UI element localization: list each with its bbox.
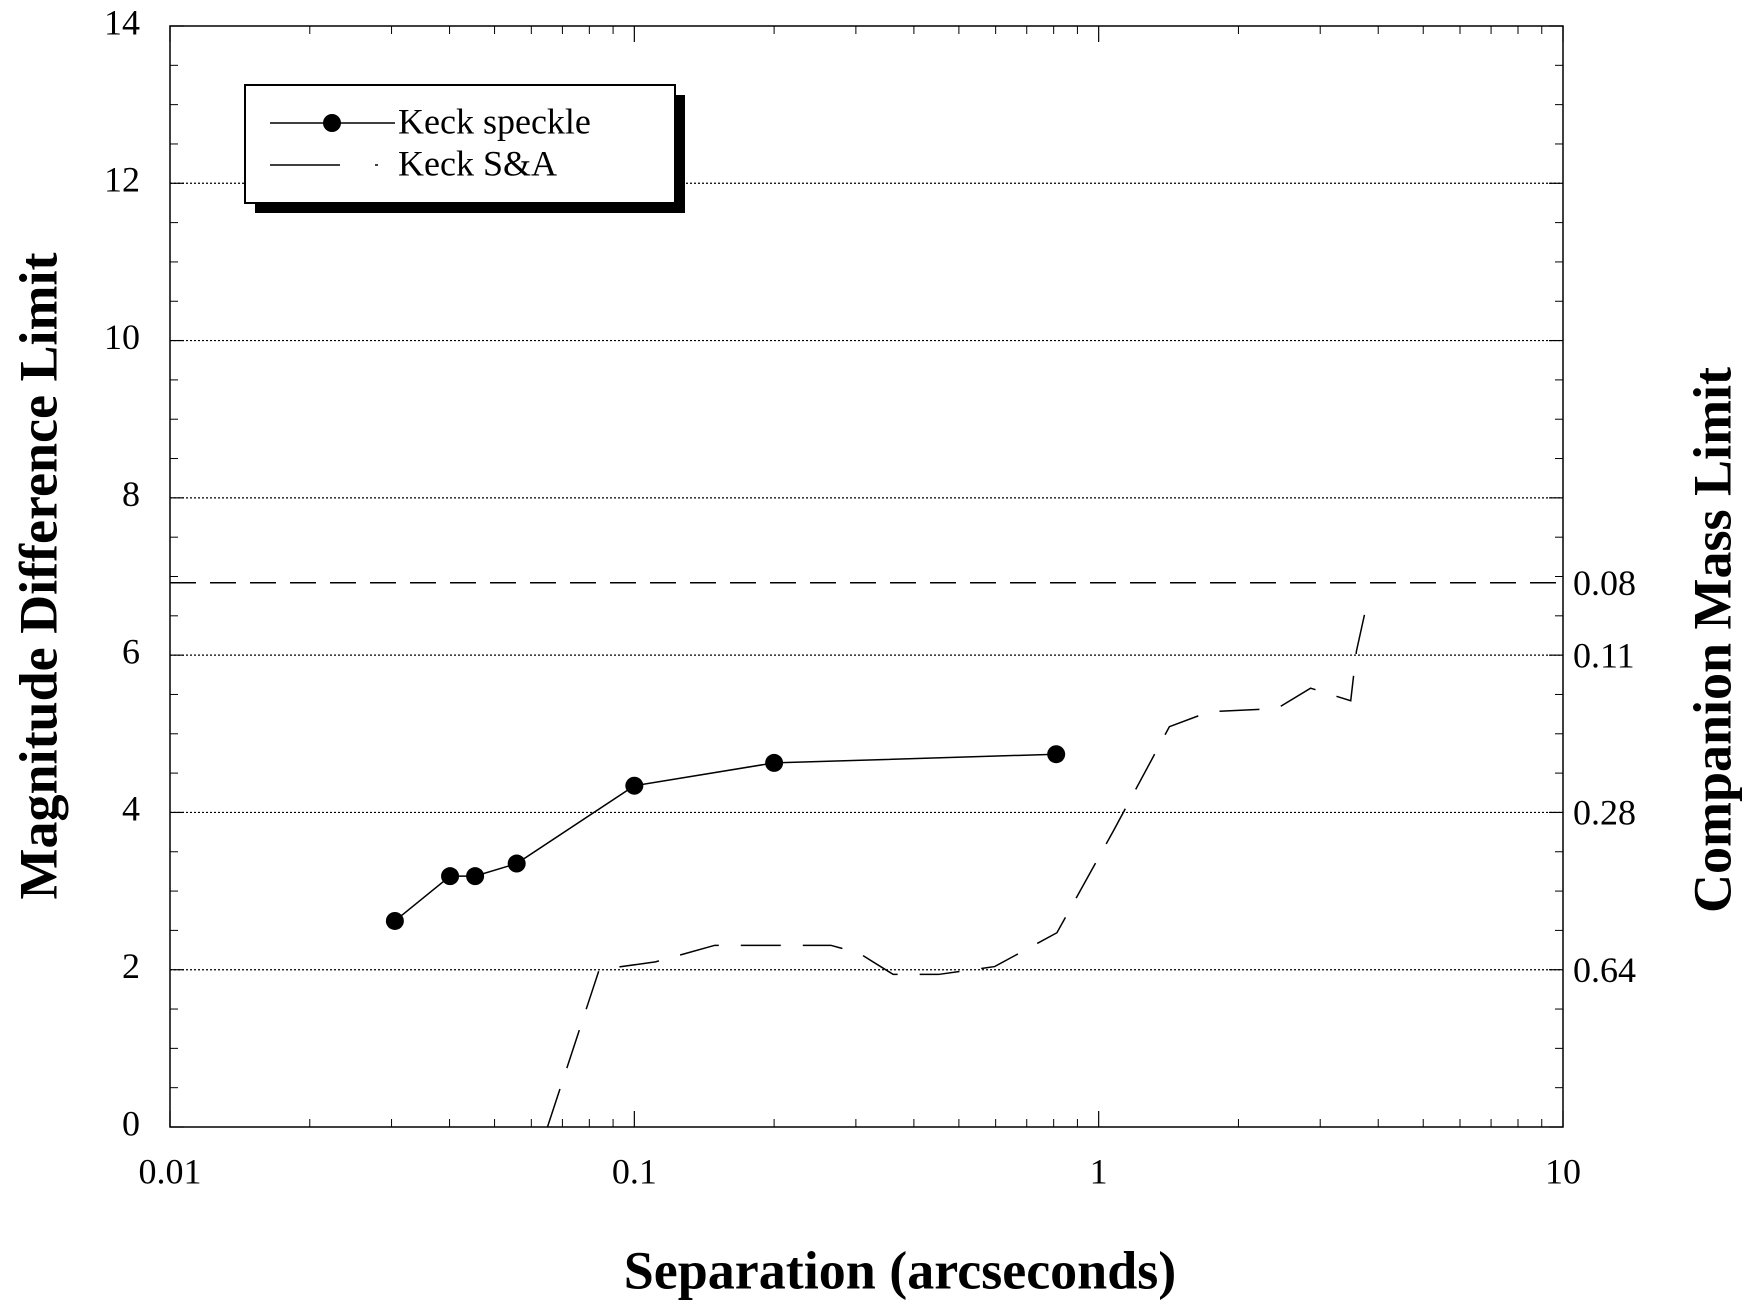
y-tick-label: 0 (122, 1103, 140, 1143)
legend-label: Keck S&A (398, 143, 557, 183)
data-point (507, 854, 526, 873)
y-axis-title: Magnitude Difference Limit (8, 253, 68, 900)
y2-axis-title: Companion Mass Limit (1682, 367, 1742, 913)
y2-tick-label: 0.11 (1573, 635, 1635, 675)
x-axis-title: Separation (arcseconds) (624, 1240, 1176, 1300)
data-point (466, 867, 485, 886)
y-tick-label: 10 (104, 317, 140, 357)
y-tick-label: 6 (122, 631, 140, 671)
x-tick-label: 1 (1090, 1151, 1108, 1191)
data-point (625, 776, 644, 795)
legend-label: Keck speckle (398, 101, 591, 141)
y-tick-label: 12 (104, 160, 140, 200)
y2-tick-label: 0.08 (1573, 563, 1636, 603)
series-line (394, 753, 1057, 922)
x-tick-label: 10 (1545, 1151, 1581, 1191)
y-tick-label: 8 (122, 474, 140, 514)
data-point (385, 911, 404, 930)
x-tick-label: 0.1 (612, 1151, 657, 1191)
legend-marker (323, 114, 341, 132)
y-tick-label: 4 (122, 789, 140, 829)
legend-box (244, 84, 676, 204)
y2-tick-label: 0.64 (1573, 950, 1636, 990)
data-point (441, 867, 460, 886)
series-line (546, 599, 1369, 1128)
y2-tick-label: 0.28 (1573, 793, 1636, 833)
x-tick-label: 0.01 (139, 1151, 202, 1191)
y-tick-label: 14 (104, 2, 140, 42)
data-point (1047, 745, 1066, 764)
y-tick-label: 2 (122, 946, 140, 986)
data-point (765, 753, 784, 772)
